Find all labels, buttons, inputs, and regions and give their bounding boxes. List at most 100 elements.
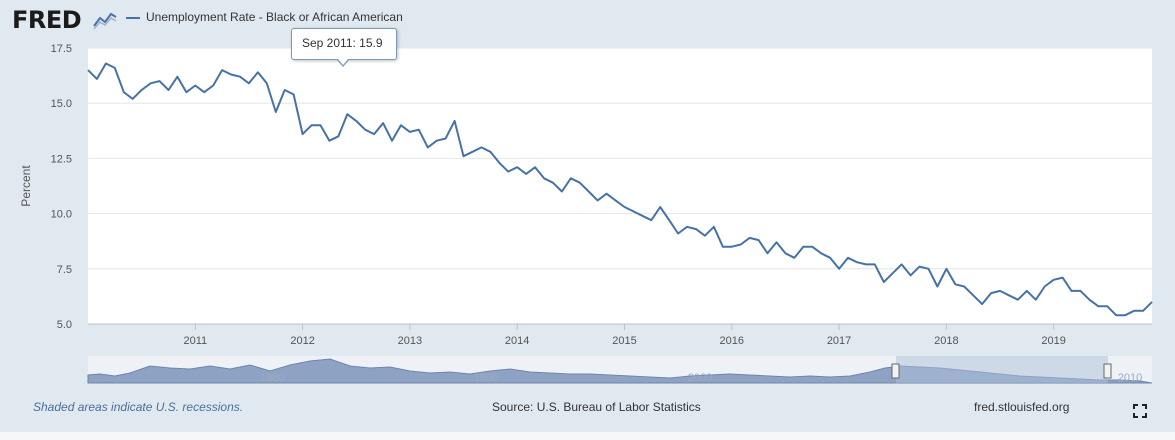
- data-point[interactable]: [370, 130, 378, 138]
- data-point[interactable]: [263, 79, 271, 87]
- data-point[interactable]: [495, 159, 503, 167]
- data-point[interactable]: [942, 265, 950, 273]
- data-point[interactable]: [764, 249, 772, 257]
- data-point[interactable]: [585, 188, 593, 196]
- data-point[interactable]: [612, 196, 620, 204]
- data-point[interactable]: [987, 289, 995, 297]
- data-point[interactable]: [871, 260, 879, 268]
- data-point[interactable]: [352, 117, 360, 125]
- data-point[interactable]: [898, 260, 906, 268]
- data-point[interactable]: [299, 130, 307, 138]
- data-point[interactable]: [1005, 291, 1013, 299]
- data-point[interactable]: [129, 95, 137, 103]
- data-point[interactable]: [916, 263, 924, 271]
- data-point[interactable]: [621, 203, 629, 211]
- data-point[interactable]: [826, 254, 834, 262]
- data-point[interactable]: [656, 203, 664, 211]
- data-point[interactable]: [147, 79, 155, 87]
- data-point[interactable]: [558, 188, 566, 196]
- data-point[interactable]: [844, 254, 852, 262]
- navigator[interactable]: 1980 1990 2000 2010: [87, 356, 1153, 384]
- data-point[interactable]: [951, 280, 959, 288]
- data-point[interactable]: [1041, 283, 1049, 291]
- data-point[interactable]: [790, 254, 798, 262]
- data-point[interactable]: [710, 223, 718, 231]
- data-point[interactable]: [424, 143, 432, 151]
- data-point[interactable]: [692, 225, 700, 233]
- data-point[interactable]: [996, 287, 1004, 295]
- data-point[interactable]: [120, 88, 128, 96]
- data-point[interactable]: [1094, 302, 1102, 310]
- data-point[interactable]: [1014, 296, 1022, 304]
- data-point[interactable]: [1032, 296, 1040, 304]
- data-point[interactable]: [504, 168, 512, 176]
- data-point[interactable]: [406, 128, 414, 136]
- data-point[interactable]: [594, 196, 602, 204]
- data-point[interactable]: [835, 265, 843, 273]
- data-point[interactable]: [647, 216, 655, 224]
- data-point[interactable]: [191, 82, 199, 90]
- data-point[interactable]: [1085, 296, 1093, 304]
- data-point[interactable]: [808, 243, 816, 251]
- data-point[interactable]: [1103, 302, 1111, 310]
- data-point[interactable]: [388, 137, 396, 145]
- data-point[interactable]: [451, 117, 459, 125]
- data-point[interactable]: [460, 152, 468, 160]
- data-point[interactable]: [1077, 287, 1085, 295]
- data-point[interactable]: [978, 300, 986, 308]
- navigator-handle-left[interactable]: [891, 363, 900, 379]
- data-point[interactable]: [603, 190, 611, 198]
- fullscreen-icon[interactable]: [1133, 404, 1147, 418]
- data-point[interactable]: [156, 77, 164, 85]
- fred-logo[interactable]: FRED: [12, 6, 82, 34]
- data-point[interactable]: [746, 234, 754, 242]
- data-point[interactable]: [683, 223, 691, 231]
- data-point[interactable]: [111, 64, 119, 72]
- data-point[interactable]: [442, 135, 450, 143]
- site-link[interactable]: fred.stlouisfed.org: [974, 400, 1070, 414]
- data-point[interactable]: [93, 75, 101, 83]
- data-point[interactable]: [1050, 276, 1058, 284]
- data-point[interactable]: [1059, 274, 1067, 282]
- data-point[interactable]: [853, 258, 861, 266]
- data-point[interactable]: [549, 179, 557, 187]
- data-point[interactable]: [773, 238, 781, 246]
- data-point[interactable]: [755, 236, 763, 244]
- data-point[interactable]: [272, 108, 280, 116]
- data-point[interactable]: [925, 265, 933, 273]
- data-point[interactable]: [1023, 287, 1031, 295]
- data-point[interactable]: [433, 137, 441, 145]
- data-point[interactable]: [138, 86, 146, 94]
- data-point[interactable]: [317, 121, 325, 129]
- data-point[interactable]: [1112, 311, 1120, 319]
- data-point[interactable]: [290, 90, 298, 98]
- data-point[interactable]: [245, 79, 253, 87]
- data-point[interactable]: [781, 249, 789, 257]
- data-point[interactable]: [397, 121, 405, 129]
- data-point[interactable]: [629, 207, 637, 215]
- data-point[interactable]: [638, 212, 646, 220]
- data-point[interactable]: [308, 121, 316, 129]
- legend[interactable]: Unemployment Rate - Black or African Ame…: [126, 10, 403, 24]
- data-point[interactable]: [889, 269, 897, 277]
- data-point[interactable]: [1148, 298, 1156, 306]
- data-point[interactable]: [84, 66, 92, 74]
- data-point[interactable]: [209, 82, 217, 90]
- data-point[interactable]: [701, 232, 709, 240]
- data-point[interactable]: [477, 143, 485, 151]
- data-point[interactable]: [933, 283, 941, 291]
- data-point[interactable]: [665, 216, 673, 224]
- navigator-selected-range[interactable]: [896, 356, 1108, 383]
- series-line-unemployment-rate[interactable]: [87, 62, 1153, 317]
- data-point[interactable]: [817, 249, 825, 257]
- data-point[interactable]: [907, 271, 915, 279]
- data-point[interactable]: [165, 86, 173, 94]
- data-point[interactable]: [728, 243, 736, 251]
- data-point[interactable]: [540, 174, 548, 182]
- data-point[interactable]: [415, 126, 423, 134]
- data-point[interactable]: [513, 163, 521, 171]
- data-point[interactable]: [1068, 287, 1076, 295]
- data-point[interactable]: [173, 73, 181, 81]
- data-point[interactable]: [200, 88, 208, 96]
- data-point[interactable]: [102, 60, 110, 68]
